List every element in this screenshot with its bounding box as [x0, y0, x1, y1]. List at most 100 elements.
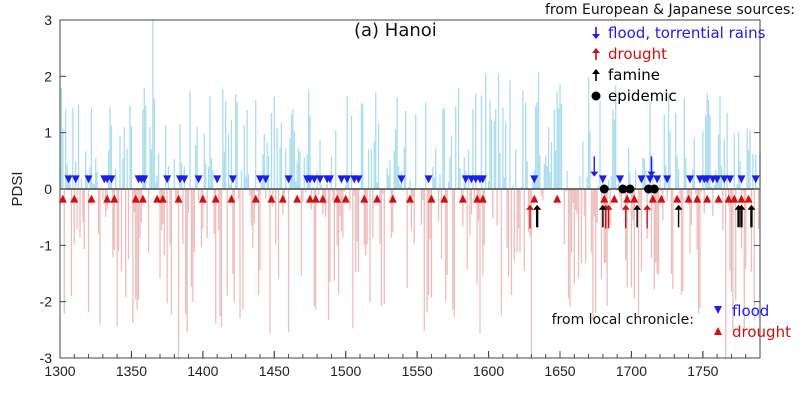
y-tick-label: -1: [40, 237, 53, 253]
pdsi-bar: [739, 161, 741, 189]
pdsi-bar: [312, 186, 314, 189]
pdsi-bar: [97, 189, 100, 234]
pdsi-bar: [242, 189, 244, 310]
pdsi-bar: [597, 185, 600, 189]
pdsi-bar: [276, 128, 278, 189]
pdsi-bar: [219, 189, 221, 317]
pdsi-bar: [657, 189, 660, 276]
pdsi-bar: [666, 189, 668, 202]
pdsi-bar: [403, 146, 405, 189]
pdsi-bar: [565, 189, 567, 192]
pdsi-bar: [426, 189, 428, 313]
pdsi-bar: [723, 138, 725, 189]
pdsi-bar: [535, 106, 537, 189]
pdsi-bar: [513, 189, 515, 262]
pdsi-bar: [356, 189, 358, 242]
pdsi-bar: [267, 155, 270, 189]
drought-marker: [318, 194, 327, 203]
pdsi-bar: [127, 189, 130, 260]
pdsi-bar: [355, 189, 357, 273]
pdsi-bar: [667, 93, 670, 189]
pdsi-bar: [209, 96, 211, 189]
pdsi-bar: [72, 107, 74, 189]
flood-marker: [637, 175, 646, 184]
flood-marker: [530, 175, 539, 184]
pdsi-bar: [432, 166, 434, 189]
european-japanese-markers: [526, 156, 756, 229]
pdsi-bar: [347, 177, 350, 189]
pdsi-bar: [303, 157, 305, 189]
epidemic-dot: [618, 184, 628, 194]
pdsi-bar: [295, 181, 297, 189]
pdsi-bar: [405, 111, 407, 189]
flood-marker: [751, 175, 760, 184]
pdsi-bar: [370, 149, 373, 189]
pdsi-bar: [675, 112, 677, 189]
pdsi-bar: [730, 189, 733, 292]
pdsi-bar: [93, 184, 95, 189]
pdsi-bar: [137, 189, 140, 300]
pdsi-bar: [637, 189, 640, 316]
pdsi-bar: [749, 129, 751, 189]
pdsi-bar: [735, 189, 737, 301]
pdsi-bar: [483, 189, 485, 246]
pdsi-bar: [325, 189, 327, 218]
pdsi-bar: [319, 140, 321, 189]
pdsi-bar: [550, 142, 553, 189]
pdsi-bar: [472, 109, 474, 189]
pdsi-bar: [79, 189, 81, 238]
drought-marker: [360, 194, 369, 203]
pdsi-bar: [582, 141, 584, 189]
pdsi-bar: [733, 133, 735, 189]
pdsi-bar: [205, 163, 207, 189]
pdsi-bar: [645, 170, 647, 189]
pdsi-bar: [252, 189, 254, 248]
pdsi-bar: [233, 189, 235, 303]
pdsi-bar: [485, 72, 487, 189]
pdsi-bar: [546, 166, 548, 189]
legend-flood-triangle-icon: [714, 306, 722, 314]
pdsi-bar: [452, 189, 454, 310]
pdsi-bar: [470, 189, 473, 215]
pdsi-bar: [579, 176, 581, 189]
pdsi-bar: [595, 189, 597, 313]
legend-item-label: flood, torrential rains: [608, 24, 766, 42]
drought-marker: [333, 194, 342, 203]
drought-marker: [103, 194, 112, 203]
y-axis: 3 2 1 0 -1 -2 -3: [40, 12, 760, 366]
y-tick-label: -2: [40, 294, 53, 310]
pdsi-bar: [449, 156, 451, 189]
pdsi-bar: [685, 158, 687, 189]
pdsi-bar: [497, 74, 500, 189]
flood-marker: [478, 175, 487, 184]
pdsi-bar: [126, 148, 128, 189]
epidemic-dot: [625, 184, 635, 194]
pdsi-bar: [747, 150, 750, 189]
y-tick-label: 2: [44, 68, 52, 84]
pdsi-bar: [70, 189, 73, 297]
pdsi-bar: [225, 101, 227, 189]
x-tick-label: 1750: [687, 363, 718, 379]
flood-marker: [737, 175, 746, 184]
pdsi-bar: [662, 189, 664, 221]
pdsi-bar: [596, 189, 598, 223]
pdsi-bar: [215, 189, 217, 324]
pdsi-bar: [163, 189, 165, 256]
pdsi-bar: [650, 189, 653, 259]
pdsi-bar: [669, 131, 671, 189]
pdsi-bar: [352, 189, 354, 329]
drought-marker: [138, 194, 147, 203]
x-axis: 1300 1350 1400 1450 1500 1550 1600 1650 1700 1750: [44, 351, 747, 379]
pdsi-bar: [380, 189, 383, 306]
x-tick-label: 1400: [187, 363, 218, 379]
flood-marker: [284, 175, 293, 184]
drought-marker: [311, 194, 320, 203]
pdsi-bar: [60, 88, 63, 189]
drought-marker: [110, 194, 119, 203]
pdsi-bar: [509, 80, 511, 189]
pdsi-bar: [316, 171, 318, 189]
pdsi-bar: [560, 103, 563, 189]
pdsi-bar: [707, 99, 710, 189]
pdsi-bar: [453, 189, 455, 318]
